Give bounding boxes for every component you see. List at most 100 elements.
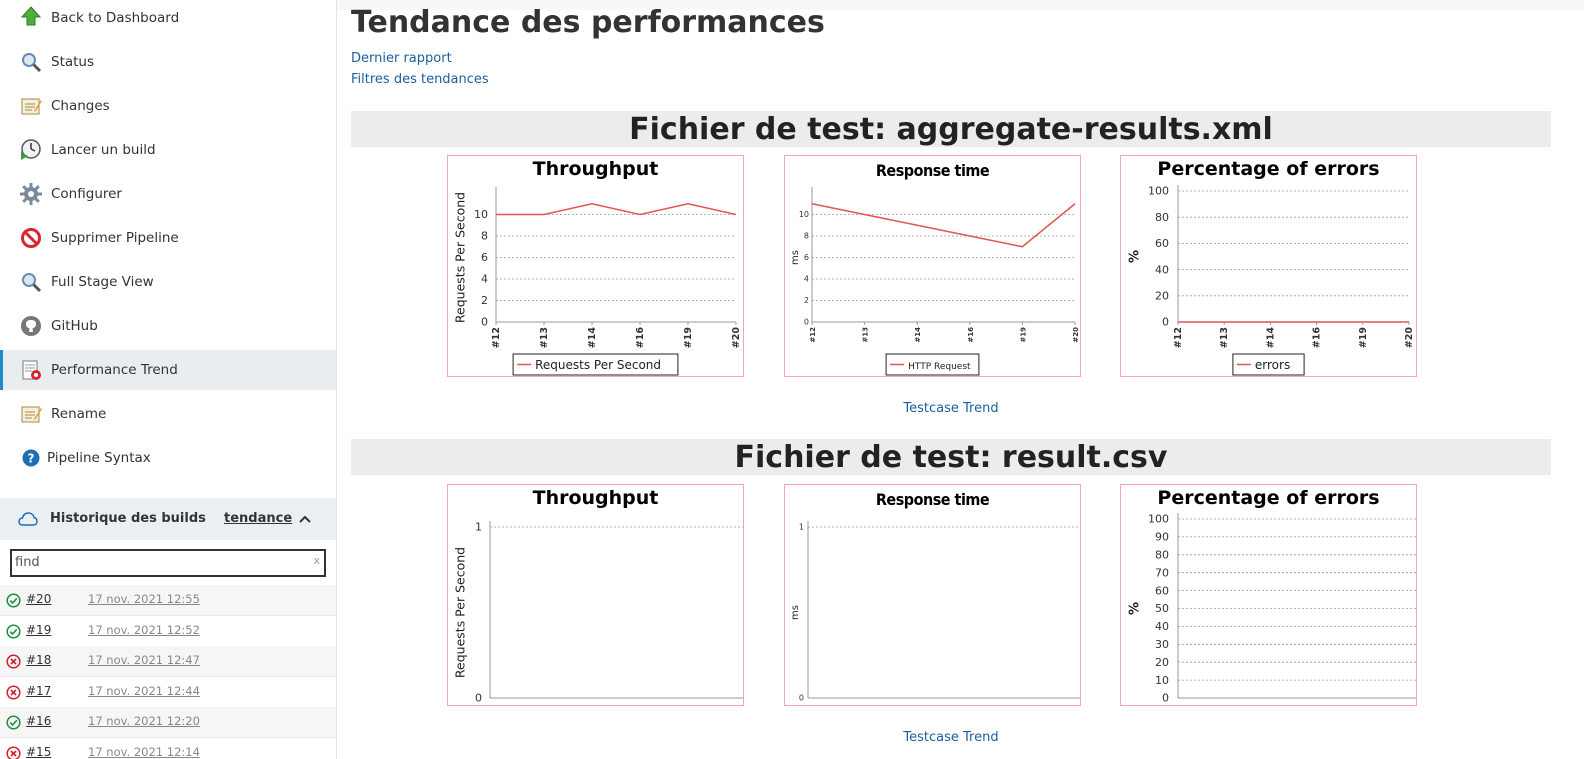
build-row: #16 17 nov. 2021 12:20 — [0, 707, 336, 738]
build-date-link[interactable]: 17 nov. 2021 12:20 — [88, 714, 200, 728]
trend-link[interactable]: tendance — [224, 511, 293, 526]
y-tick-label: 40 — [1155, 620, 1169, 633]
magnifier-icon — [19, 270, 43, 294]
failed-status-icon — [6, 745, 21, 759]
errors-chart: Percentage of errors 0 20 40 60 80 100% #12 #13… — [1120, 155, 1417, 377]
build-number-link[interactable]: #20 — [26, 592, 52, 606]
sidebar-item-label: Rename — [51, 406, 107, 422]
sidebar-item-rename[interactable]: Rename — [0, 394, 336, 434]
success-status-icon — [6, 623, 21, 639]
legend-box — [885, 353, 980, 376]
cloud-icon — [18, 511, 38, 527]
y-tick-label: 60 — [1155, 237, 1169, 250]
x-tick-label: #19 — [683, 327, 694, 348]
x-tick-label: #20 — [1404, 327, 1415, 349]
chart-plot: 0 20 40 60 80 100% #12 #13 #14 #16 #19 #20 errors — [1128, 185, 1415, 376]
sidebar-item-back-to-dashboard[interactable]: Back to Dashboard — [0, 0, 336, 40]
sidebar-item-label: Supprimer Pipeline — [51, 230, 179, 246]
x-tick-label: #16 — [635, 327, 646, 349]
testcase-trend-link[interactable]: Testcase Trend — [903, 401, 999, 416]
build-date-link[interactable]: 17 nov. 2021 12:14 — [88, 744, 200, 759]
sidebar-item-supprimer-pipeline[interactable]: Supprimer Pipeline — [0, 218, 336, 258]
chart-title: Response time — [875, 490, 990, 509]
build-number-link[interactable]: #19 — [26, 622, 52, 637]
x-tick-label: #16 — [967, 327, 975, 343]
magnifier-icon — [19, 50, 43, 74]
y-tick-label: 80 — [1155, 211, 1169, 224]
build-row: #19 17 nov. 2021 12:52 — [0, 616, 336, 647]
help-icon: ? — [19, 446, 43, 470]
y-tick-label: 50 — [1155, 602, 1169, 615]
legend-label: HTTP Request — [908, 362, 971, 372]
chart-plot: 0 10 20 30 40 50 60 70 80 90 100% — [1128, 513, 1416, 705]
build-number-link[interactable]: #16 — [26, 714, 52, 728]
y-tick-label: 10 — [1155, 674, 1169, 687]
svg-text:?: ? — [28, 452, 35, 466]
build-number-link[interactable]: #15 — [26, 744, 52, 759]
sidebar-item-label: Full Stage View — [51, 274, 154, 290]
build-row: #18 17 nov. 2021 12:47 — [0, 646, 336, 677]
build-history-header: Historique des builds tendance — [0, 498, 336, 540]
y-tick-label: 4 — [804, 275, 809, 284]
y-tick-label: 0 — [475, 692, 482, 705]
y-axis-label: % — [1128, 602, 1143, 615]
y-tick-label: 0 — [1162, 692, 1169, 705]
sidebar-item-changes[interactable]: Changes — [0, 86, 336, 126]
chart-title: Throughput — [532, 158, 659, 180]
sidebar-item-label: Performance Trend — [51, 362, 178, 378]
y-tick-label: 1 — [799, 523, 804, 532]
build-date-link[interactable]: 17 nov. 2021 12:47 — [88, 653, 200, 667]
latest-report-link[interactable]: Dernier rapport — [351, 51, 452, 66]
build-date-link[interactable]: 17 nov. 2021 12:44 — [88, 683, 200, 698]
trend-filters-link[interactable]: Filtres des tendances — [351, 72, 489, 87]
sidebar-item-performance-trend[interactable]: Performance Trend — [0, 350, 336, 390]
y-tick-label: 0 — [1162, 316, 1169, 329]
failed-status-icon — [6, 654, 21, 669]
sidebar-item-full-stage-view[interactable]: Full Stage View — [0, 262, 336, 302]
sidebar-item-configurer[interactable]: Configurer — [0, 174, 336, 214]
build-number-link[interactable]: #17 — [26, 683, 52, 698]
response-time-chart: Response time 0 1 ms — [784, 484, 1081, 706]
failed-status-icon — [6, 684, 21, 700]
sidebar-item-label: Pipeline Syntax — [47, 450, 151, 466]
x-tick-label: #12 — [1173, 327, 1184, 348]
chart-title: Percentage of errors — [1157, 158, 1380, 180]
sidebar-item-lancer-un-build[interactable]: Lancer un build — [0, 130, 336, 170]
notepad-icon — [19, 94, 43, 118]
x-tick-label: #12 — [809, 327, 817, 343]
build-date-link[interactable]: 17 nov. 2021 12:52 — [88, 622, 200, 637]
performance-report-icon — [19, 358, 43, 382]
y-tick-label: 1 — [475, 521, 482, 534]
chart-title: Percentage of errors — [1157, 487, 1380, 509]
section-heading: Fichier de test: result.csv — [351, 439, 1551, 475]
clear-search-button[interactable]: x — [313, 554, 320, 567]
y-tick-label: 8 — [481, 230, 488, 243]
build-row: #17 17 nov. 2021 12:44 — [0, 677, 336, 708]
legend-box — [1232, 353, 1305, 376]
success-status-icon — [6, 593, 21, 608]
x-tick-label: #14 — [587, 327, 598, 349]
top-bar — [0, 0, 1584, 10]
sidebar-item-status[interactable]: Status — [0, 42, 336, 82]
build-history-title: Historique des builds — [50, 511, 206, 526]
chevron-up-icon[interactable] — [296, 510, 314, 528]
x-tick-label: #14 — [914, 327, 922, 343]
x-tick-label: #20 — [731, 327, 742, 349]
build-search-input[interactable] — [15, 553, 305, 571]
y-tick-label: 2 — [804, 296, 809, 305]
build-date-link[interactable]: 17 nov. 2021 12:55 — [88, 592, 200, 606]
up-arrow-icon — [19, 4, 43, 28]
y-tick-label: 0 — [804, 318, 809, 327]
legend-box — [512, 353, 679, 376]
sidebar-item-github[interactable]: GitHub — [0, 306, 336, 346]
sidebar: Back to Dashboard Status Changes Lancer … — [0, 0, 337, 759]
testcase-trend-link[interactable]: Testcase Trend — [903, 730, 999, 745]
chart-plot: 0 2 4 6 8 10 Requests Per Second #12 #13 #14 #16 #1… — [453, 187, 742, 376]
series-line — [496, 202, 737, 216]
sidebar-item-pipeline-syntax[interactable]: ? Pipeline Syntax — [0, 438, 336, 478]
github-icon — [19, 314, 43, 338]
y-tick-label: 10 — [799, 210, 809, 219]
build-number-link[interactable]: #18 — [26, 653, 52, 667]
x-tick-label: #19 — [1358, 327, 1369, 348]
build-row: #20 17 nov. 2021 12:55 — [0, 585, 336, 616]
